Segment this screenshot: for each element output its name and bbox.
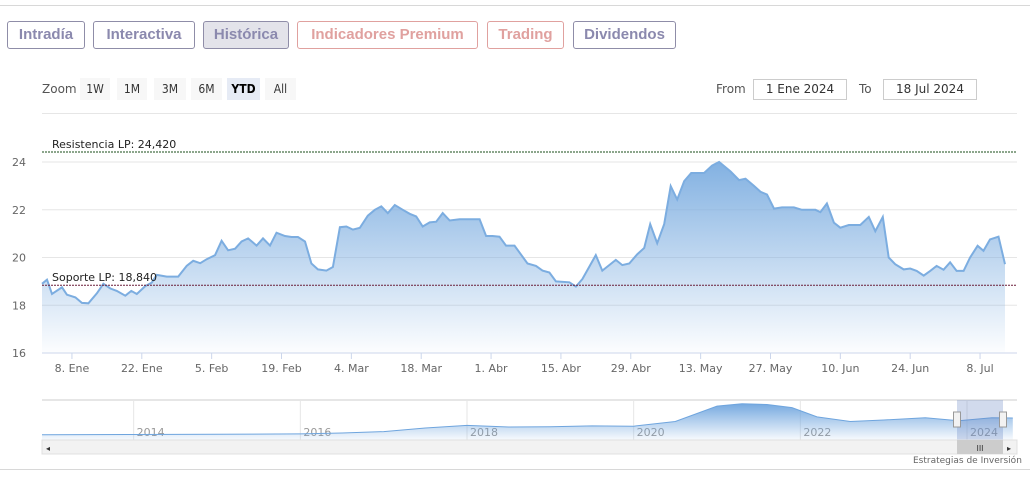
x-tick-label: 15. Abr <box>541 362 581 375</box>
scrollbar-grip-icon: III <box>976 444 983 453</box>
navigator-handle-right[interactable] <box>999 411 1007 428</box>
x-tick-label: 8. Jul <box>966 362 993 375</box>
to-label: To <box>859 82 872 96</box>
y-tick-label: 16 <box>12 347 26 360</box>
x-tick-label: 1. Abr <box>475 362 508 375</box>
resistance-label: Resistencia LP: 24,420 <box>52 138 176 151</box>
navigator-line <box>41 403 1013 436</box>
y-tick-label: 22 <box>12 204 26 217</box>
support-label: Soporte LP: 18,840 <box>52 271 157 284</box>
zoom-1w-button[interactable]: 1W <box>80 78 110 100</box>
zoom-label: Zoom <box>42 82 77 96</box>
zoom-all-button[interactable]: All <box>265 78 296 100</box>
navigator-area <box>42 403 1013 440</box>
x-tick-label: 10. Jun <box>821 362 859 375</box>
price-line <box>41 160 1006 305</box>
bottom-divider <box>0 469 1030 470</box>
tab-trading[interactable]: Trading <box>487 21 564 49</box>
scroll-right-arrow-icon[interactable]: ▸ <box>1007 444 1011 453</box>
scrollbar-thumb[interactable] <box>957 440 1003 454</box>
from-date-input[interactable]: 1 Ene 2024 <box>753 79 847 100</box>
x-tick-label: 5. Feb <box>195 362 228 375</box>
x-tick-label: 24. Jun <box>891 362 929 375</box>
scroll-left-arrow-icon[interactable]: ◂ <box>46 444 50 453</box>
zoom-3m-button[interactable]: 3M <box>154 78 186 100</box>
navigator-handle-left[interactable] <box>953 411 961 428</box>
x-tick-label: 19. Feb <box>261 362 301 375</box>
from-label: From <box>716 82 746 96</box>
x-tick-label: 18. Mar <box>400 362 442 375</box>
to-date-input[interactable]: 18 Jul 2024 <box>883 79 977 100</box>
credits-text: Estrategias de Inversión <box>913 456 1022 466</box>
tab-indicadores-premium[interactable]: Indicadores Premium <box>297 21 478 49</box>
x-tick-label: 27. May <box>749 362 793 375</box>
chart-top-divider <box>42 113 1017 114</box>
x-tick-label: 13. May <box>679 362 723 375</box>
tab-intradia[interactable]: Intradía <box>7 21 85 49</box>
x-tick-label: 8. Ene <box>55 362 90 375</box>
y-tick-label: 20 <box>12 252 26 265</box>
y-tick-label: 24 <box>12 156 26 169</box>
x-tick-label: 22. Ene <box>121 362 163 375</box>
x-tick-label: 29. Abr <box>611 362 651 375</box>
top-divider <box>0 5 1030 6</box>
tab-dividendos[interactable]: Dividendos <box>573 21 676 49</box>
tab-interactiva[interactable]: Interactiva <box>93 21 195 49</box>
scrollbar-track[interactable] <box>41 439 1018 455</box>
y-tick-label: 18 <box>12 299 26 312</box>
price-area <box>42 162 1005 353</box>
zoom-1m-button[interactable]: 1M <box>117 78 147 100</box>
zoom-6m-button[interactable]: 6M <box>191 78 222 100</box>
zoom-ytd-button[interactable]: YTD <box>227 78 260 100</box>
x-tick-label: 4. Mar <box>334 362 369 375</box>
navigator-selection <box>957 400 1003 440</box>
tab-historica[interactable]: Histórica <box>203 21 289 49</box>
